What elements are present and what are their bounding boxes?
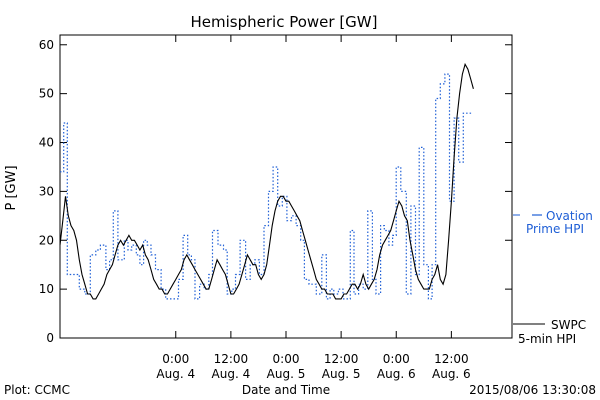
x-axis-label: Date and Time: [242, 383, 330, 397]
legend-ovation: Ovation Prime HPI: [513, 209, 593, 236]
x-tick-date-label: Aug. 5: [267, 367, 306, 381]
plot-frame: [59, 34, 513, 339]
x-tick-time-label: 0:00: [162, 352, 189, 366]
y-tick-label: 60: [39, 38, 54, 52]
x-tick-date-label: Aug. 6: [377, 367, 416, 381]
series-ovation-prime-hpi: [60, 73, 473, 300]
legend-swpc: SWPC 5-min HPI: [513, 318, 586, 346]
y-tick-label: 0: [46, 331, 54, 345]
x-tick-date-label: Aug. 4: [212, 367, 251, 381]
y-tick-label: 40: [39, 136, 54, 150]
legend-swpc-line2: 5-min HPI: [518, 332, 576, 346]
y-axis: 0 10 20 30 40 50 60: [39, 38, 512, 345]
ovation-prime-hpi-line: [60, 73, 473, 300]
swpc-5min-hpi-line: [59, 62, 474, 300]
legend-ovation-line1: Ovation: [546, 209, 593, 223]
x-tick-time-label: 12:00: [434, 352, 469, 366]
y-tick-label: 20: [39, 233, 54, 247]
footer-left: Plot: CCMC: [4, 383, 70, 397]
y-tick-label: 30: [39, 184, 54, 198]
y-tick-label: 10: [39, 282, 54, 296]
legend-swpc-line1: SWPC: [551, 318, 586, 332]
x-tick-date-label: Aug. 4: [156, 367, 195, 381]
y-tick-label: 50: [39, 87, 54, 101]
x-tick-time-label: 0:00: [273, 352, 300, 366]
x-tick-time-label: 12:00: [324, 352, 359, 366]
series-swpc-5min-hpi: [59, 62, 474, 300]
x-tick-date-label: Aug. 5: [322, 367, 361, 381]
x-tick-time-label: 12:00: [214, 352, 249, 366]
x-tick-time-label: 0:00: [383, 352, 410, 366]
footer-right: 2015/08/06 13:30:08: [469, 383, 596, 397]
y-axis-label: P [GW]: [4, 165, 19, 210]
chart-title: Hemispheric Power [GW]: [191, 13, 378, 31]
x-tick-date-label: Aug. 6: [432, 367, 471, 381]
legend-ovation-line2: Prime HPI: [526, 222, 584, 236]
